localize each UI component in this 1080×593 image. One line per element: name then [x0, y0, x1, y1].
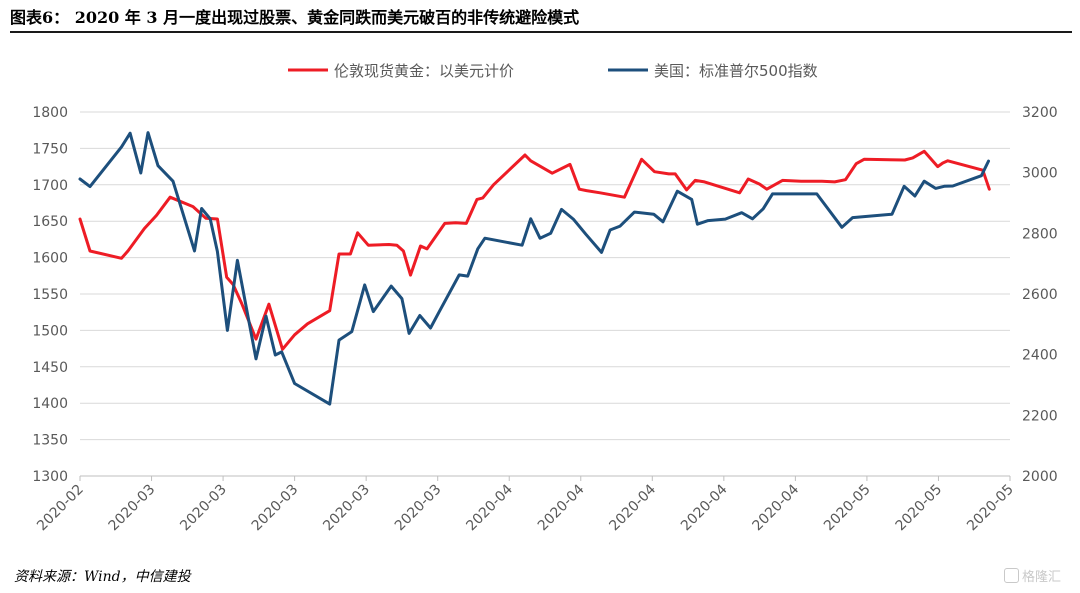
x-tick-label: 2020-03: [106, 482, 159, 535]
x-tick-label: 2020-05: [821, 482, 874, 535]
y-right-tick-label: 2200: [1022, 408, 1058, 424]
y-left-tick-label: 1450: [32, 360, 68, 376]
y-left-tick-label: 1750: [32, 141, 68, 157]
x-tick-label: 2020-05: [964, 482, 1017, 535]
x-tick-label: 2020-02: [34, 482, 87, 535]
x-tick-label: 2020-04: [606, 481, 659, 534]
source-note: 资料来源：Wind，中信建投: [14, 569, 191, 585]
gold-price-line: [78, 149, 991, 351]
x-tick-label: 2020-04: [750, 481, 803, 534]
legend-label-gold: 伦敦现货黄金：以美元计价: [334, 62, 514, 80]
y-left-tick-label: 1650: [32, 214, 68, 230]
y-left-tick-label: 1700: [32, 178, 68, 194]
figure-title: 图表6： 2020 年 3 月一度出现过股票、黄金同跌而美元破百的非传统避险模式: [10, 8, 580, 27]
watermark: 格隆汇: [1004, 566, 1061, 585]
y-right-tick-label: 3000: [1022, 166, 1058, 182]
y-left-tick-label: 1400: [32, 396, 68, 412]
x-tick-label: 2020-03: [177, 482, 230, 535]
y-right-tick-label: 3200: [1022, 105, 1058, 121]
y-right-tick-label: 2800: [1022, 226, 1058, 242]
x-tick-label: 2020-04: [678, 481, 731, 534]
y-left-tick-label: 1600: [32, 251, 68, 267]
series-lines: [78, 131, 991, 406]
x-tick-label: 2020-05: [893, 482, 946, 535]
watermark-logo-icon: [1004, 568, 1019, 583]
x-tick-label: 2020-03: [320, 482, 373, 535]
title-rule: [10, 31, 1072, 33]
y-left-tick-label: 1300: [32, 469, 68, 485]
legend: 伦敦现货黄金：以美元计价 美国：标准普尔500指数: [288, 62, 818, 80]
y-right-tick-label: 2600: [1022, 287, 1058, 303]
y-left-tick-label: 1350: [32, 433, 68, 449]
y-right-tick-label: 2000: [1022, 469, 1058, 485]
y-right-tick-label: 2400: [1022, 348, 1058, 364]
x-tick-label: 2020-03: [392, 482, 445, 535]
x-tick-label: 2020-04: [463, 481, 516, 534]
y-left-tick-label: 1800: [32, 105, 68, 121]
line-chart: 1300 1350 1400 1450 1500 1550 1600 1650 1700 1750…: [32, 62, 1058, 535]
legend-label-sp500: 美国：标准普尔500指数: [654, 62, 818, 80]
gridlines: [80, 111, 1010, 441]
x-tick-label: 2020-03: [249, 482, 302, 535]
x-tick-label: 2020-04: [535, 481, 588, 534]
y-left-tick-label: 1550: [32, 287, 68, 303]
sp500-index-line: [78, 131, 990, 406]
watermark-text: 格隆汇: [1022, 570, 1062, 585]
y-left-tick-label: 1500: [32, 323, 68, 339]
